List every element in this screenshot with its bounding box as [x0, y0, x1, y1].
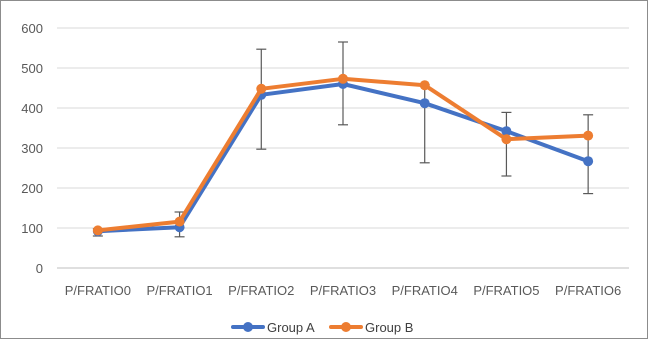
error-bar — [583, 114, 594, 195]
x-tick-label: P/FRATIO6 — [555, 283, 621, 298]
x-tick-label: P/FRATIO2 — [228, 283, 294, 298]
y-axis-ticks: 0 100 200 300 400 500 600 — [21, 21, 43, 276]
data-point — [338, 73, 348, 84]
y-tick-label: 100 — [21, 221, 43, 236]
legend-marker — [243, 322, 253, 332]
y-tick-label: 500 — [21, 61, 43, 76]
data-point — [419, 98, 430, 109]
data-point — [583, 130, 594, 141]
series-lines — [92, 73, 594, 237]
legend-item-group-a: Group A — [231, 320, 315, 335]
data-point — [501, 126, 512, 137]
y-tick-label: 300 — [21, 141, 43, 156]
legend-marker — [341, 322, 351, 332]
legend: Group A Group B — [231, 320, 413, 335]
data-point — [419, 80, 430, 91]
x-tick-label: P/FRATIO5 — [473, 283, 539, 298]
x-tick-label: P/FRATIO3 — [310, 283, 376, 298]
x-tick-label: P/FRATIO1 — [146, 283, 212, 298]
series-group-b — [92, 73, 594, 236]
data-point — [92, 225, 103, 236]
x-axis-ticks: P/FRATIO0 P/FRATIO1 P/FRATIO2 P/FRATIO3 P/FR… — [65, 283, 622, 298]
y-tick-label: 200 — [21, 181, 43, 196]
data-point — [583, 156, 594, 167]
data-point — [256, 83, 267, 94]
y-tick-label: 400 — [21, 101, 43, 116]
legend-label: Group A — [267, 320, 315, 335]
x-tick-label: P/FRATIO4 — [392, 283, 458, 298]
legend-label: Group B — [365, 320, 413, 335]
legend-item-group-b: Group B — [329, 320, 413, 335]
error-bar — [419, 84, 430, 164]
data-point — [174, 216, 185, 227]
data-point — [501, 134, 512, 145]
y-tick-label: 600 — [21, 21, 43, 36]
y-tick-label: 0 — [36, 261, 43, 276]
x-tick-label: P/FRATIO0 — [65, 283, 131, 298]
